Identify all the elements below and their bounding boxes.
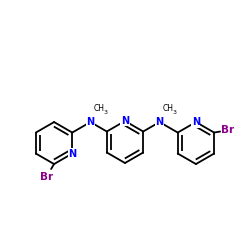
Text: N: N	[121, 116, 129, 126]
Text: N: N	[156, 117, 164, 127]
Text: N: N	[192, 117, 200, 127]
Text: N: N	[68, 148, 76, 158]
Text: 3: 3	[104, 110, 108, 115]
Text: CH: CH	[162, 104, 173, 113]
Text: CH: CH	[94, 104, 104, 113]
Text: N: N	[86, 117, 94, 127]
Text: Br: Br	[40, 172, 53, 182]
Text: Br: Br	[220, 124, 234, 134]
Text: 3: 3	[172, 110, 176, 115]
